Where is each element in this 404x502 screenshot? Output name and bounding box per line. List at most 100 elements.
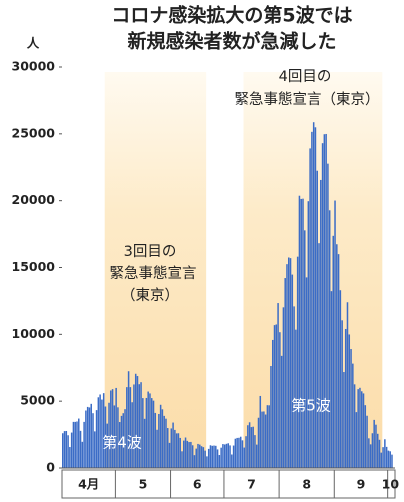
bar — [111, 389, 114, 468]
bar — [295, 329, 297, 468]
bar — [307, 201, 310, 468]
bar — [175, 433, 178, 468]
bar — [277, 303, 279, 468]
bar — [312, 122, 315, 468]
bar — [70, 432, 73, 468]
month-strip — [61, 469, 396, 499]
bar — [231, 454, 233, 468]
bar — [234, 438, 237, 468]
bar — [124, 409, 126, 468]
bar — [341, 320, 343, 468]
bar — [284, 278, 286, 468]
annotation: 3回目の — [124, 243, 177, 260]
bar — [166, 428, 169, 468]
bar — [243, 447, 246, 468]
y-axis-label: 人 — [27, 36, 40, 51]
bar — [222, 444, 224, 468]
bar — [191, 445, 194, 468]
bar — [161, 409, 164, 468]
x-tick-label: 8 — [302, 477, 311, 492]
bar — [168, 442, 171, 468]
bar — [268, 405, 270, 468]
x-tick-label: 5 — [139, 477, 148, 492]
y-tick-label: 15000 — [12, 259, 56, 274]
bar — [209, 445, 212, 468]
bar — [99, 394, 101, 468]
bar — [86, 406, 89, 468]
bar — [159, 404, 162, 468]
bar — [145, 397, 148, 468]
bar — [387, 450, 390, 468]
bar — [378, 439, 381, 468]
bar — [104, 406, 107, 468]
bar — [143, 418, 146, 468]
title-line: コロナ感染拡大の第5波では — [111, 4, 352, 27]
bar — [330, 291, 333, 468]
bar — [181, 451, 183, 468]
bar — [334, 200, 336, 468]
bar — [321, 143, 324, 468]
bar — [202, 447, 205, 468]
bar — [289, 258, 292, 468]
x-tick-label: 6 — [193, 477, 202, 492]
bar — [147, 391, 149, 468]
bar — [320, 179, 322, 468]
bar — [339, 290, 342, 468]
bar — [375, 424, 377, 468]
bar — [364, 405, 367, 468]
bar — [382, 447, 384, 468]
bar — [355, 412, 358, 468]
bar — [197, 443, 199, 468]
bar — [288, 257, 290, 468]
bar — [174, 429, 176, 468]
bar — [150, 398, 153, 468]
bar — [154, 412, 157, 468]
bar — [305, 277, 308, 468]
bar — [236, 437, 238, 468]
bar — [140, 382, 142, 468]
bar — [83, 421, 85, 468]
bar — [127, 371, 130, 468]
bar — [352, 363, 354, 468]
bar — [248, 422, 251, 468]
bar — [90, 403, 92, 468]
bar — [385, 446, 388, 468]
bar — [227, 443, 230, 468]
bar — [216, 449, 219, 468]
bar — [88, 407, 91, 468]
bar — [346, 302, 349, 468]
bar — [138, 384, 141, 468]
y-tick-label: 25000 — [12, 125, 56, 140]
title-line: 新規感染者数が急減した — [127, 30, 336, 53]
bar — [78, 418, 80, 468]
bar — [327, 163, 329, 469]
bar — [220, 447, 222, 468]
bar — [94, 431, 96, 468]
bar — [279, 332, 281, 468]
bar — [232, 445, 235, 468]
bar — [136, 376, 139, 468]
bar — [261, 411, 263, 468]
bar — [190, 441, 192, 468]
bar — [250, 427, 253, 468]
bar — [380, 452, 383, 468]
bar — [101, 399, 103, 468]
y-tick-label: 5000 — [20, 393, 55, 408]
bar — [67, 435, 69, 468]
bar — [63, 431, 66, 468]
bar — [316, 170, 318, 468]
bar — [357, 389, 359, 468]
bar — [238, 437, 240, 468]
x-tick-label: 4月 — [78, 477, 99, 492]
bar — [309, 148, 311, 468]
bar — [118, 422, 121, 468]
bar — [177, 433, 180, 468]
bar — [218, 455, 221, 468]
bar — [195, 448, 197, 468]
bar — [291, 274, 294, 468]
bar — [257, 417, 260, 468]
bar — [117, 407, 119, 468]
bar — [110, 390, 112, 468]
bar — [184, 437, 187, 468]
